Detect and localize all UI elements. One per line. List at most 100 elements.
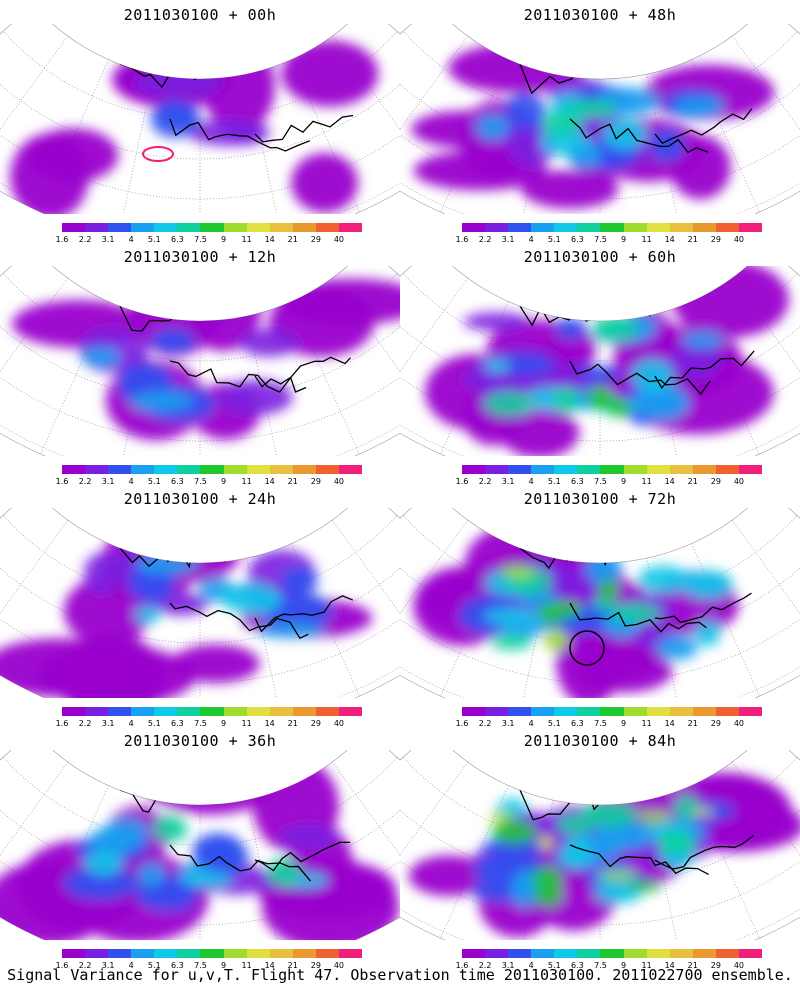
colorbar-swatch xyxy=(269,465,293,474)
colorbar-swatch xyxy=(623,465,647,474)
colorbar xyxy=(62,949,363,958)
colorbar-swatch xyxy=(269,949,293,958)
colorbar-labels: 1.6 2.2 3.1 4 5.1 6.3 7.5 9 11 14 21 29 40 xyxy=(456,235,762,245)
colorbar-swatch xyxy=(292,465,316,474)
colorbar-tick-label: 5.1 xyxy=(147,477,161,486)
colorbar-tick-label: 4 xyxy=(128,719,134,728)
colorbar-tick-label: 1.6 xyxy=(55,961,69,970)
colorbar-swatch xyxy=(508,707,532,716)
colorbar-swatch xyxy=(131,707,155,716)
forecast-panel: 2011030100 + 24h 1.6 2.2 3.1 4 5.1 6.3 7.5 9 11 14… xyxy=(0,484,400,729)
colorbar-swatch xyxy=(85,223,109,232)
colorbar-tick-label: 6.3 xyxy=(171,719,184,728)
colorbar-tick-label: 3.1 xyxy=(501,477,515,486)
observation-circle xyxy=(569,630,605,666)
colorbar-tick-label: 21 xyxy=(687,719,698,728)
variance-map xyxy=(400,24,800,214)
colorbar-swatch xyxy=(108,465,132,474)
colorbar-swatch xyxy=(577,707,601,716)
colorbar-tick-label: 5.1 xyxy=(147,235,161,244)
colorbar-tick-label: 2.2 xyxy=(478,961,492,970)
colorbar-swatch xyxy=(200,465,224,474)
colorbar-tick-label: 6.3 xyxy=(171,961,184,970)
panel-title: 2011030100 + 48h xyxy=(523,6,677,24)
colorbar xyxy=(462,465,763,474)
colorbar-swatch xyxy=(646,707,670,716)
colorbar-tick-label: 9 xyxy=(220,477,227,486)
colorbar-tick-label: 5.1 xyxy=(547,961,561,970)
colorbar-tick-label: 11 xyxy=(641,235,652,244)
colorbar-tick-label: 11 xyxy=(641,961,652,970)
colorbar-tick-label: 9 xyxy=(220,235,227,244)
colorbar-tick-label: 5.1 xyxy=(547,477,561,486)
colorbar-tick-label: 21 xyxy=(287,477,298,486)
colorbar-labels: 1.6 2.2 3.1 4 5.1 6.3 7.5 9 11 14 21 29 40 xyxy=(456,719,762,729)
colorbar-tick-label: 2.2 xyxy=(78,961,92,970)
colorbar-swatch xyxy=(462,465,486,474)
colorbar-tick-label: 6.3 xyxy=(571,961,584,970)
colorbar-tick-label: 29 xyxy=(310,477,321,486)
panel-title: 2011030100 + 00h xyxy=(123,6,277,24)
colorbar-swatch xyxy=(692,223,716,232)
colorbar-tick-label: 14 xyxy=(664,235,675,244)
colorbar-tick-label: 1.6 xyxy=(455,235,469,244)
colorbar-swatch xyxy=(715,223,739,232)
colorbar-tick-label: 7.5 xyxy=(594,961,607,970)
forecast-panel: 2011030100 + 84h 1.6 2.2 3.1 4 5.1 6.3 7.5 9 11 14… xyxy=(400,726,800,971)
colorbar-tick-label: 2.2 xyxy=(78,235,92,244)
colorbar-swatch xyxy=(62,949,86,958)
colorbar-tick-label: 6.3 xyxy=(171,477,184,486)
colorbar-swatch xyxy=(600,949,624,958)
colorbar-swatch xyxy=(485,223,509,232)
colorbar-swatch xyxy=(669,707,693,716)
colorbar-tick-label: 11 xyxy=(241,477,252,486)
colorbar-tick-label: 40 xyxy=(333,719,345,728)
colorbar-swatch xyxy=(485,707,509,716)
colorbar-tick-label: 4 xyxy=(528,961,534,970)
colorbar-swatch xyxy=(223,707,247,716)
colorbar-tick-label: 6.3 xyxy=(571,719,584,728)
colorbar-swatch xyxy=(554,707,578,716)
colorbar-tick-label: 14 xyxy=(664,961,675,970)
colorbar-tick-label: 9 xyxy=(220,719,227,728)
colorbar-tick-label: 5.1 xyxy=(147,719,161,728)
colorbar-tick-label: 6.3 xyxy=(171,235,184,244)
colorbar-swatch xyxy=(108,223,132,232)
colorbar-tick-label: 21 xyxy=(687,961,698,970)
colorbar-tick-label: 1.6 xyxy=(455,961,469,970)
colorbar-swatch xyxy=(462,707,486,716)
colorbar-tick-label: 40 xyxy=(733,719,745,728)
forecast-panel: 2011030100 + 12h 1.6 2.2 3.1 4 5.1 6.3 7.5 9 11 14… xyxy=(0,242,400,487)
colorbar-swatch xyxy=(554,465,578,474)
colorbar-swatch xyxy=(338,465,363,474)
colorbar-swatch xyxy=(131,223,155,232)
forecast-panel: 2011030100 + 48h 1.6 2.2 3.1 4 5.1 6.3 7.5 9 11 14… xyxy=(400,0,800,245)
colorbar-swatch xyxy=(531,223,555,232)
colorbar-tick-label: 21 xyxy=(687,477,698,486)
colorbar-swatch xyxy=(177,223,201,232)
colorbar-swatch xyxy=(646,223,670,232)
colorbar-swatch xyxy=(600,707,624,716)
colorbar-swatch xyxy=(338,949,363,958)
colorbar-swatch xyxy=(554,949,578,958)
colorbar-swatch xyxy=(246,465,270,474)
variance-map xyxy=(400,266,800,456)
colorbar-tick-label: 5.1 xyxy=(547,719,561,728)
colorbar-tick-label: 9 xyxy=(220,961,227,970)
colorbar-swatch xyxy=(577,465,601,474)
variance-map xyxy=(400,750,800,940)
colorbar-tick-label: 40 xyxy=(333,961,345,970)
colorbar-tick-label: 3.1 xyxy=(501,719,515,728)
colorbar-swatch xyxy=(246,707,270,716)
colorbar-tick-label: 3.1 xyxy=(101,477,115,486)
colorbar-tick-label: 4 xyxy=(128,477,134,486)
colorbar-swatch xyxy=(485,465,509,474)
colorbar-swatch xyxy=(623,949,647,958)
colorbar-tick-label: 11 xyxy=(241,235,252,244)
colorbar xyxy=(462,949,763,958)
colorbar-tick-label: 2.2 xyxy=(478,477,492,486)
highlight-ring xyxy=(142,146,174,162)
colorbar xyxy=(62,223,363,232)
colorbar-tick-label: 40 xyxy=(733,961,745,970)
colorbar xyxy=(462,707,763,716)
